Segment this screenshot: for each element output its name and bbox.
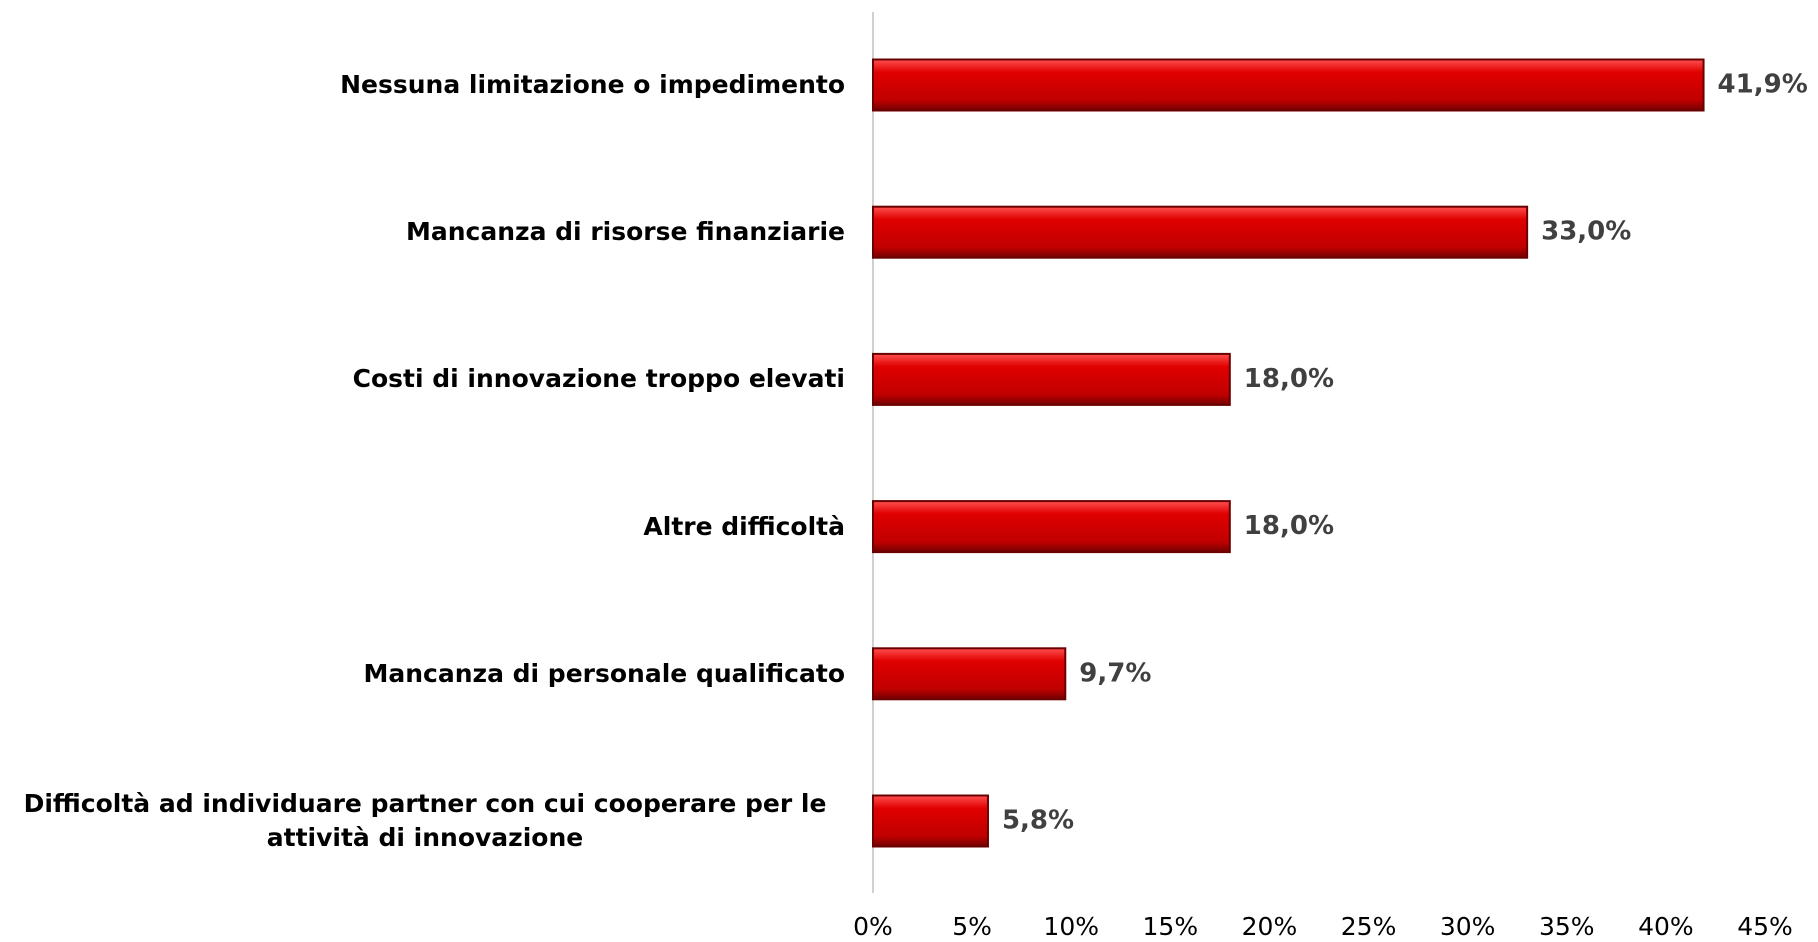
bar xyxy=(872,205,1529,259)
x-tick-label: 25% xyxy=(1341,912,1397,941)
value-label: 18,0% xyxy=(1244,364,1334,394)
category-label: Mancanza di risorse finanziarie xyxy=(406,217,845,247)
value-label: 33,0% xyxy=(1541,217,1631,247)
x-tick-label: 20% xyxy=(1242,912,1298,941)
x-tick-label: 15% xyxy=(1143,912,1199,941)
x-tick-label: 5% xyxy=(952,912,992,941)
bar xyxy=(872,794,989,848)
x-tick-label: 35% xyxy=(1539,912,1595,941)
category-label: Altre difficoltà xyxy=(643,511,845,541)
x-tick-label: 30% xyxy=(1440,912,1496,941)
category-label: Nessuna limitazione o impedimento xyxy=(340,70,845,99)
value-label: 5,8% xyxy=(1002,806,1074,836)
x-tick-label: 0% xyxy=(853,912,893,941)
category-label: Mancanza di personale qualificato xyxy=(363,658,845,688)
bar xyxy=(872,352,1231,406)
bar xyxy=(872,58,1705,112)
category-label: Costi di innovazione troppo elevati xyxy=(352,364,845,394)
x-tick-label: 45% xyxy=(1737,912,1793,941)
bar xyxy=(872,500,1231,554)
x-tick-label: 10% xyxy=(1043,912,1099,941)
x-tick-label: 40% xyxy=(1638,912,1694,941)
value-label: 18,0% xyxy=(1244,511,1334,541)
value-label: 41,9% xyxy=(1718,70,1808,100)
bar xyxy=(872,647,1067,701)
category-label: Difficoltà ad individuare partner con cu… xyxy=(23,789,827,852)
value-label: 9,7% xyxy=(1079,658,1151,688)
